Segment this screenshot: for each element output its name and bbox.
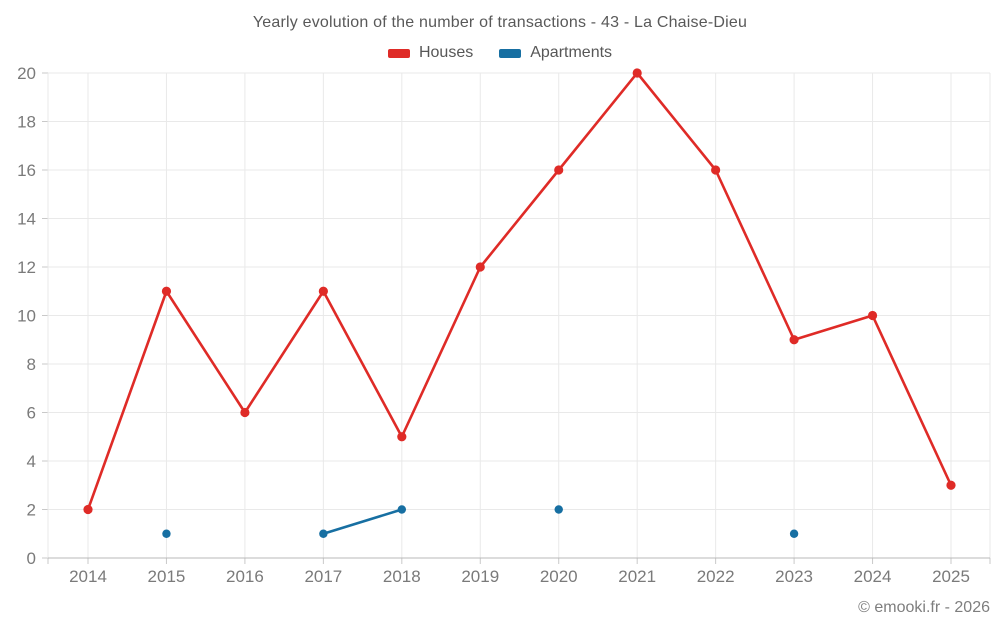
data-point-houses-2023[interactable] <box>789 335 799 345</box>
x-tick-label: 2019 <box>461 567 499 586</box>
data-point-apartments-2015[interactable] <box>162 529 171 538</box>
data-point-apartments-2017[interactable] <box>319 529 328 538</box>
data-point-houses-2014[interactable] <box>83 504 93 515</box>
x-tick-label: 2016 <box>226 567 264 586</box>
chart-title: Yearly evolution of the number of transa… <box>252 14 748 31</box>
series-line-apartments <box>322 508 404 536</box>
legend-label-apartments: Apartments <box>530 44 613 61</box>
legend-item-apartments[interactable]: Apartments <box>499 44 612 62</box>
y-tick-label: 2 <box>27 501 36 520</box>
y-tick-label: 0 <box>27 549 36 568</box>
y-tick-label: 8 <box>27 355 36 374</box>
x-tick-label: 2014 <box>69 567 107 586</box>
data-point-apartments-2023[interactable] <box>789 529 799 538</box>
legend-item-houses[interactable]: Houses <box>387 44 474 62</box>
legend-label-houses: Houses <box>418 44 474 61</box>
y-tick-label: 18 <box>17 113 36 132</box>
data-point-houses-2022[interactable] <box>711 165 721 175</box>
y-tick-label: 4 <box>27 452 36 471</box>
x-tick-label: 2025 <box>932 567 970 586</box>
data-point-houses-2016[interactable] <box>240 407 250 418</box>
data-point-houses-2021[interactable] <box>632 68 642 78</box>
series-line-houses <box>86 71 953 511</box>
data-point-houses-2020[interactable] <box>554 165 564 175</box>
y-tick-label: 12 <box>17 258 36 277</box>
chart-legend: Houses Apartments <box>0 44 1000 62</box>
y-tick-label: 10 <box>17 307 36 326</box>
x-tick-label: 2024 <box>854 567 892 586</box>
data-point-houses-2019[interactable] <box>475 262 485 272</box>
data-point-apartments-2018[interactable] <box>397 505 407 514</box>
y-tick-label: 20 <box>17 64 36 83</box>
data-point-houses-2015[interactable] <box>161 286 172 296</box>
copyright-text: © emooki.fr - 2026 <box>858 599 990 616</box>
data-point-houses-2017[interactable] <box>318 286 328 296</box>
x-tick-label: 2021 <box>618 567 656 586</box>
data-point-houses-2024[interactable] <box>867 310 878 321</box>
legend-swatch-houses-icon <box>387 48 410 58</box>
x-tick-label: 2018 <box>383 567 421 586</box>
x-tick-label: 2020 <box>540 567 578 586</box>
y-tick-label: 14 <box>17 210 36 229</box>
x-tick-label: 2023 <box>775 567 813 586</box>
x-tick-label: 2015 <box>148 567 186 586</box>
data-point-houses-2025[interactable] <box>946 480 956 490</box>
y-tick-label: 6 <box>27 404 36 423</box>
legend-swatch-apartments-icon <box>499 48 522 58</box>
x-tick-label: 2017 <box>304 567 342 586</box>
data-point-apartments-2020[interactable] <box>554 505 563 514</box>
data-point-houses-2018[interactable] <box>397 432 407 442</box>
x-tick-label: 2022 <box>697 567 735 586</box>
y-tick-label: 16 <box>17 161 36 180</box>
